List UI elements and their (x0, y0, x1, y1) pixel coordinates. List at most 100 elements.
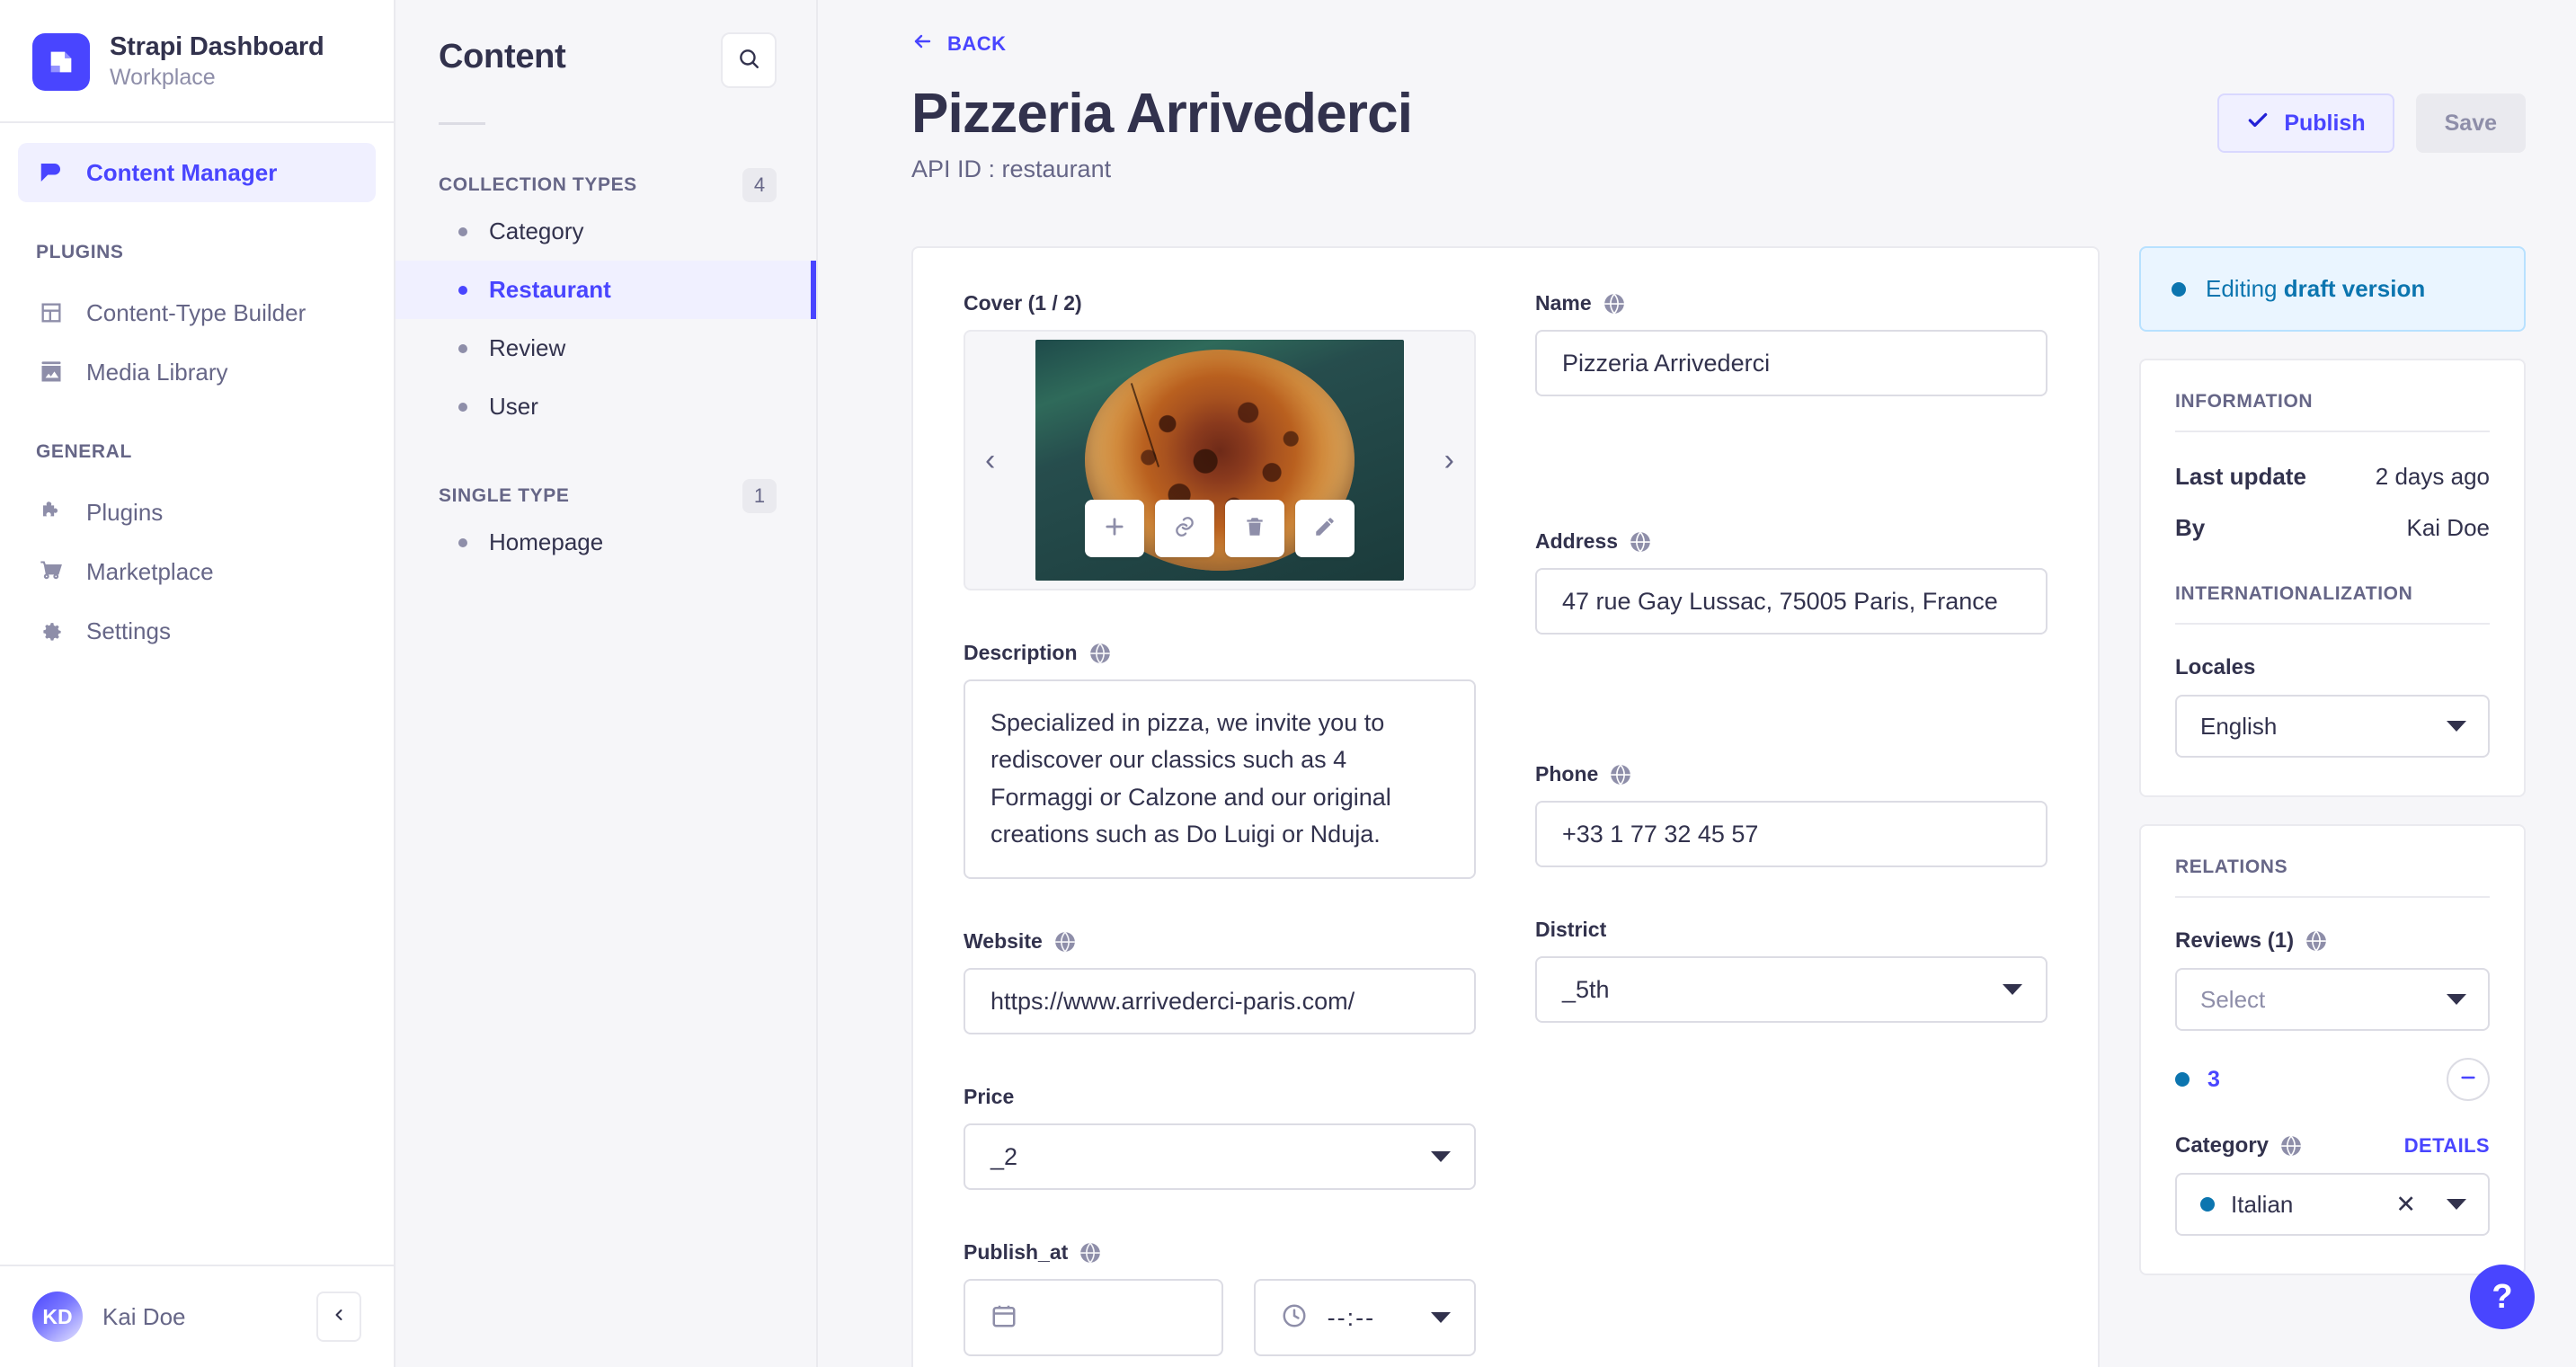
nav-list: Content Manager PLUGINS Content-Type Bui… (0, 123, 394, 1265)
publish-at-time-input[interactable]: --:-- (1253, 1279, 1476, 1357)
field-website: Website https://www.arrivederci-paris.co… (964, 929, 1476, 1035)
address-input[interactable]: 47 rue Gay Lussac, 75005 Paris, France (1535, 568, 2047, 635)
avatar[interactable]: KD (32, 1292, 83, 1342)
info-value: 2 days ago (2375, 463, 2490, 491)
remove-relation-button[interactable] (2447, 1058, 2490, 1102)
name-input[interactable]: Pizzeria Arrivederci (1535, 330, 2047, 397)
image-icon (36, 357, 67, 387)
save-button[interactable]: Save (2415, 93, 2526, 153)
search-button[interactable] (721, 32, 777, 88)
website-input[interactable]: https://www.arrivederci-paris.com/ (964, 968, 1476, 1035)
sidebar-item-settings[interactable]: Settings (18, 601, 376, 661)
address-label: Address (1535, 529, 1619, 554)
feather-pen-icon (36, 157, 67, 188)
locales-label: Locales (2175, 655, 2256, 680)
brand-subtitle: Workplace (110, 65, 216, 90)
price-select[interactable]: _2 (964, 1123, 1476, 1191)
sidebar-item-content-type-builder[interactable]: Content-Type Builder (18, 283, 376, 342)
close-icon[interactable]: ✕ (2395, 1190, 2416, 1218)
publish-at-date-input[interactable] (964, 1279, 1223, 1357)
publish-at-controls: --:-- (964, 1279, 1476, 1357)
content-type-item-review[interactable]: Review (395, 319, 816, 377)
content-type-item-user[interactable]: User (395, 377, 816, 436)
field-phone: Phone +33 1 77 32 45 57 (1535, 762, 2047, 868)
globe-icon (1603, 292, 1624, 315)
sidebar-item-label: Content-Type Builder (86, 298, 306, 326)
sidebar-item-media-library[interactable]: Media Library (18, 342, 376, 402)
chevron-down-icon (2447, 994, 2466, 1006)
collection-types-header: COLLECTION TYPES 4 (395, 168, 816, 202)
reviews-placeholder: Select (2200, 985, 2266, 1013)
globe-icon (1080, 1241, 1101, 1264)
chevron-down-icon (1431, 1151, 1451, 1163)
sidebar-section-general: GENERAL (36, 441, 132, 462)
back-button[interactable]: BACK (911, 31, 2526, 58)
locales-select[interactable]: English (2175, 695, 2490, 759)
name-label: Name (1535, 291, 1592, 315)
cover-carousel: ‹ (964, 330, 1476, 591)
collection-types-count: 4 (742, 168, 777, 202)
entry-title: Pizzeria Arrivederci (911, 83, 1413, 145)
content-type-item-homepage[interactable]: Homepage (395, 513, 816, 572)
sidebar-item-label: Content Manager (86, 158, 278, 186)
content-type-item-category[interactable]: Category (395, 202, 816, 261)
publish-at-time-value: --:-- (1327, 1303, 1376, 1331)
publish-at-label-row: Publish_at (964, 1240, 1476, 1265)
bullet-icon (458, 226, 467, 236)
price-value: _2 (990, 1142, 1018, 1170)
status-dot-icon (2172, 281, 2186, 297)
carousel-next-button[interactable]: › (1443, 443, 1454, 478)
brand-header[interactable]: Strapi Dashboard Workplace (0, 0, 394, 123)
information-title: INFORMATION (2175, 391, 2490, 433)
sidebar-item-plugins[interactable]: Plugins (18, 483, 376, 542)
description-input[interactable]: Specialized in pizza, we invite you to r… (964, 679, 1476, 880)
reviews-label-row: Reviews (1) (2175, 928, 2490, 954)
globe-icon (2306, 930, 2326, 953)
chevron-left-icon (330, 1306, 348, 1328)
cover-image[interactable] (1035, 340, 1404, 581)
field-description: Description Specialized in pizza, we inv… (964, 641, 1476, 880)
content-type-label: Restaurant (489, 276, 611, 303)
collapse-sidebar-button[interactable] (316, 1292, 361, 1342)
sidebar-item-label: Plugins (86, 498, 164, 526)
info-value: Kai Doe (2406, 514, 2491, 542)
add-asset-button[interactable] (1085, 500, 1144, 558)
category-details-link[interactable]: DETAILS (2403, 1134, 2490, 1158)
district-select[interactable]: _5th (1535, 956, 2047, 1024)
check-icon (2246, 109, 2270, 138)
phone-label-row: Phone (1535, 762, 2047, 786)
sidebar-item-marketplace[interactable]: Marketplace (18, 542, 376, 601)
draft-strong: draft version (2283, 275, 2426, 303)
category-select[interactable]: Italian ✕ (2175, 1173, 2490, 1237)
main-content: BACK Pizzeria Arrivederci API ID : resta… (818, 0, 2576, 1367)
calendar-icon (990, 1302, 1017, 1334)
info-row-by: By Kai Doe (2175, 514, 2490, 542)
draft-banner-text: Editing draft version (2206, 275, 2425, 303)
phone-input[interactable]: +33 1 77 32 45 57 (1535, 801, 2047, 868)
page-header: Pizzeria Arrivederci API ID : restaurant… (911, 83, 2526, 183)
carousel-prev-button[interactable]: ‹ (985, 443, 996, 478)
publish-button[interactable]: Publish (2217, 93, 2394, 153)
content-type-item-restaurant[interactable]: Restaurant (395, 261, 816, 319)
locales-value: English (2200, 712, 2278, 740)
form-column-left: Cover (1 / 2) ‹ (964, 291, 1476, 1357)
edit-asset-button[interactable] (1295, 500, 1355, 558)
single-type-label: SINGLE TYPE (439, 485, 570, 506)
reviews-select[interactable]: Select (2175, 968, 2490, 1032)
website-label: Website (964, 929, 1043, 954)
field-address: Address 47 rue Gay Lussac, 75005 Paris, … (1535, 529, 2047, 635)
chevron-down-icon (2003, 984, 2022, 996)
single-type-count: 1 (742, 479, 777, 513)
copy-link-button[interactable] (1155, 500, 1214, 558)
form-column-right: Name Pizzeria Arrivederci (1535, 291, 2047, 1356)
delete-asset-button[interactable] (1225, 500, 1284, 558)
single-type-header: SINGLE TYPE 1 (395, 479, 816, 513)
link-icon (1173, 515, 1196, 543)
category-header-row: Category DETAILS (2175, 1133, 2490, 1158)
right-rail: Editing draft version INFORMATION Last u… (2139, 246, 2526, 1276)
sidebar-item-content-manager[interactable]: Content Manager (18, 143, 376, 202)
help-button[interactable]: ? (2470, 1265, 2535, 1329)
bullet-icon (458, 343, 467, 353)
category-label: Category (2175, 1133, 2270, 1158)
